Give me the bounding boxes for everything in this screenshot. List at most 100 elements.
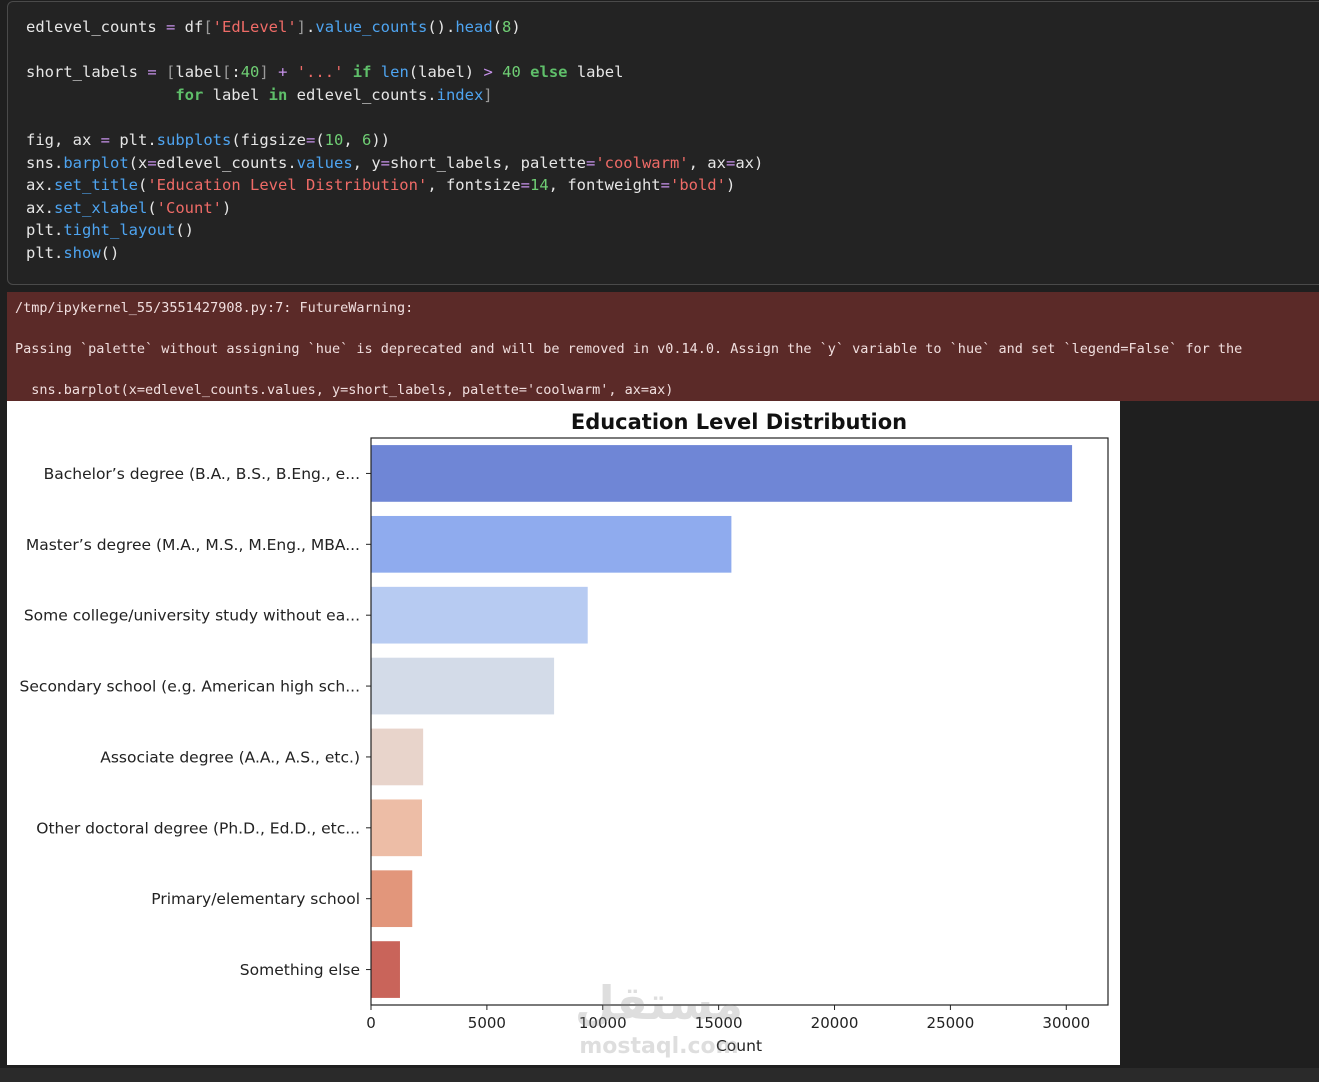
code-token <box>343 63 352 81</box>
code-token: 6 <box>362 130 372 149</box>
code-token: df <box>175 18 204 36</box>
watermark-arabic: مستقل <box>575 976 743 1030</box>
code-token: , ax <box>688 153 726 172</box>
code-token <box>371 63 380 81</box>
bar <box>371 870 413 928</box>
x-tick-label: 10000 <box>579 1014 627 1032</box>
code-token: , fontsize <box>427 176 521 195</box>
code-token: label <box>567 63 624 82</box>
bar <box>371 445 1073 502</box>
notebook-footer <box>0 1068 1319 1082</box>
code-token: = <box>725 153 736 172</box>
code-token: len <box>380 63 409 82</box>
code-token: (x <box>128 153 148 172</box>
code-token: ( <box>315 130 325 149</box>
code-token: = <box>305 130 316 149</box>
x-tick-label: 0 <box>366 1014 376 1032</box>
y-tick-label: Primary/elementary school <box>151 890 360 908</box>
code-token: , fontweight <box>548 176 661 195</box>
code-token: () <box>175 221 194 240</box>
code-token: 'coolwarm' <box>595 153 689 172</box>
code-token: set_title <box>54 176 138 195</box>
x-tick-label: 25000 <box>927 1014 975 1032</box>
code-token: index <box>436 85 484 104</box>
code-token: () <box>100 243 120 262</box>
x-tick-label: 30000 <box>1042 1014 1090 1032</box>
code-token: 40 <box>240 63 260 82</box>
y-tick-label: Other doctoral degree (Ph.D., Ed.D., etc… <box>36 819 360 837</box>
code-token: label <box>175 63 223 82</box>
code-token: in <box>268 85 288 104</box>
code-token: 'EdLevel' <box>212 18 297 36</box>
code-token: [ <box>166 63 176 82</box>
bar <box>371 657 555 715</box>
code-token <box>287 63 296 81</box>
bar-chart: Bachelor’s degree (B.A., B.S., B.Eng., e… <box>20 410 1109 1059</box>
y-tick-label: Secondary school (e.g. American high sch… <box>20 678 360 696</box>
code-token: : <box>231 63 241 82</box>
code-token <box>493 63 502 81</box>
code-token: 'Count' <box>156 198 222 217</box>
code-token: plt. <box>110 130 157 149</box>
code-token: ] <box>259 63 269 82</box>
code-token: edlevel_counts. <box>287 85 437 104</box>
code-token: barplot <box>63 153 129 172</box>
code-token: label <box>203 85 269 104</box>
warning-line-1: /tmp/ipykernel_55/3551427908.py:7: Futur… <box>15 300 414 316</box>
code-token: ] <box>483 85 493 104</box>
y-tick-label: Associate degree (A.A., A.S., etc.) <box>100 748 360 766</box>
code-token: ) <box>222 198 232 217</box>
code-token: plt. <box>26 243 64 262</box>
code-token: edlevel_counts. <box>156 153 297 172</box>
code-token: ax. <box>26 198 54 217</box>
code-token: 14 <box>529 176 549 195</box>
code-token <box>157 63 166 81</box>
code-cell[interactable]: edlevel_counts = df['EdLevel'].value_cou… <box>7 1 1319 285</box>
code-token: ) <box>725 176 736 195</box>
code-token: 'Education Level Distribution' <box>147 176 428 195</box>
code-token: values <box>296 153 353 172</box>
code-token: for <box>175 85 204 104</box>
code-token: (figsize <box>231 130 306 149</box>
code-token: [ <box>222 63 232 82</box>
code-token: = <box>380 153 390 172</box>
plot-output: Bachelor’s degree (B.A., B.S., B.Eng., e… <box>7 401 1120 1065</box>
code-token: [ <box>203 18 213 36</box>
code-token: sns. <box>26 153 64 172</box>
code-editor[interactable]: edlevel_counts = df['EdLevel'].value_cou… <box>26 16 763 265</box>
code-token: ) <box>511 18 521 36</box>
code-token: > <box>483 63 493 82</box>
code-token: set_xlabel <box>54 198 148 217</box>
code-token: )) <box>371 130 391 149</box>
code-token: if <box>352 63 372 82</box>
code-token: value_counts <box>315 18 428 36</box>
warning-line-3: sns.barplot(x=edlevel_counts.values, y=s… <box>15 382 674 398</box>
code-token <box>26 86 175 104</box>
watermark-latin: mostaql.com <box>579 1034 738 1059</box>
code-token: + <box>278 63 288 82</box>
code-token: edlevel_counts <box>26 18 166 36</box>
code-token: = <box>165 18 176 36</box>
code-token: 40 <box>502 63 521 82</box>
code-token <box>269 63 278 81</box>
code-token: (). <box>427 18 456 36</box>
code-token: plt. <box>26 221 64 240</box>
x-tick-label: 20000 <box>811 1014 859 1032</box>
code-token: = <box>100 130 110 149</box>
code-token: tight_layout <box>63 221 176 240</box>
code-token: = <box>660 176 670 195</box>
bar <box>371 586 588 644</box>
code-token: ( <box>147 198 157 217</box>
code-token: = <box>585 153 596 172</box>
bar <box>371 728 424 786</box>
code-token: . <box>306 18 316 36</box>
code-token: 8 <box>502 18 512 36</box>
code-token: , <box>343 130 363 149</box>
code-token: 'bold' <box>669 176 726 195</box>
chart-title: Education Level Distribution <box>571 410 907 434</box>
code-token: , y <box>352 153 381 172</box>
warning-line-2: Passing `palette` without assigning `hue… <box>15 341 1243 357</box>
bar <box>371 799 422 857</box>
warning-output: /tmp/ipykernel_55/3551427908.py:7: Futur… <box>7 292 1319 401</box>
code-token: short_labels <box>26 63 148 82</box>
